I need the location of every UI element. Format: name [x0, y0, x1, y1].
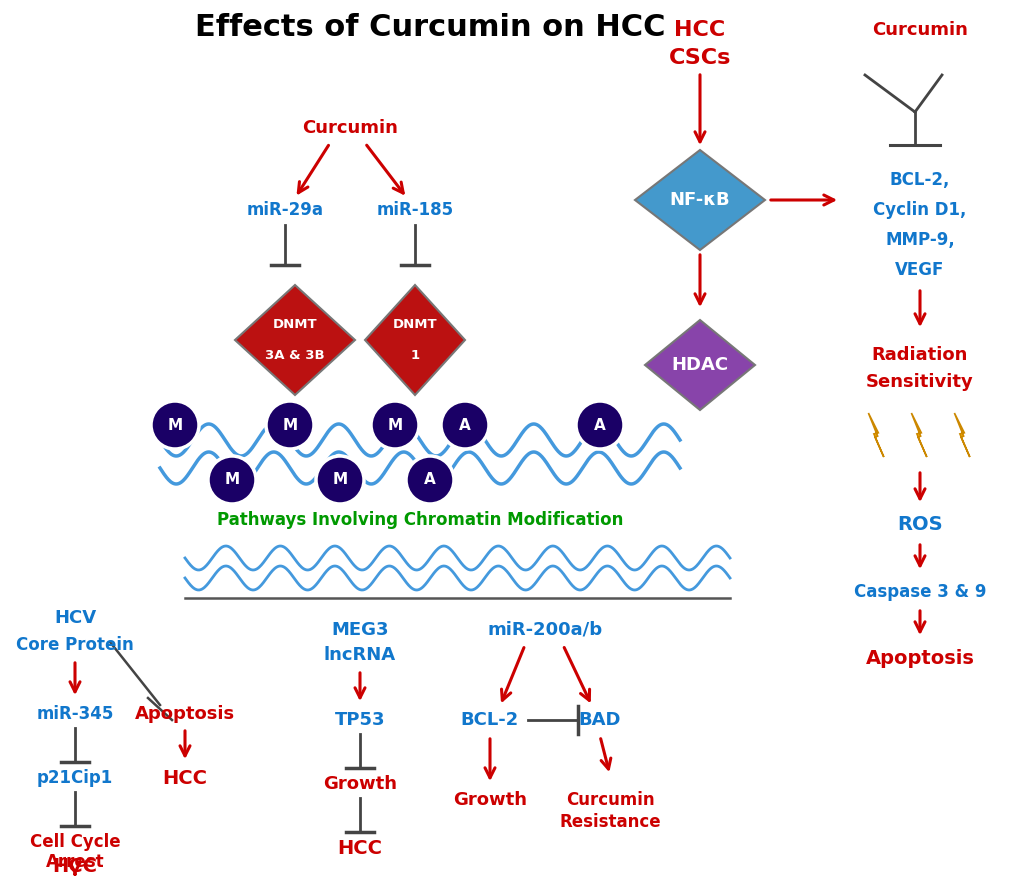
Circle shape — [406, 456, 453, 504]
Text: HCC: HCC — [162, 768, 207, 788]
Text: VEGF: VEGF — [895, 261, 944, 279]
Text: miR-29a: miR-29a — [247, 201, 323, 219]
Text: NF-κB: NF-κB — [669, 191, 730, 209]
Text: Curcumin: Curcumin — [871, 21, 967, 39]
Text: MMP-9,: MMP-9, — [884, 231, 954, 249]
Circle shape — [576, 401, 624, 449]
Text: miR-345: miR-345 — [37, 705, 113, 723]
Text: HCC: HCC — [674, 20, 725, 40]
Text: M: M — [332, 473, 347, 488]
Text: HDAC: HDAC — [671, 356, 728, 374]
Text: M: M — [387, 417, 403, 433]
Text: M: M — [282, 417, 298, 433]
Polygon shape — [644, 320, 754, 410]
Text: p21Cip1: p21Cip1 — [37, 769, 113, 787]
Text: Arrest: Arrest — [46, 853, 104, 871]
Text: Cyclin D1,: Cyclin D1, — [872, 201, 966, 219]
Text: A: A — [424, 473, 435, 488]
Text: Caspase 3 & 9: Caspase 3 & 9 — [853, 583, 985, 601]
Text: CSCs: CSCs — [668, 48, 731, 68]
Text: 1: 1 — [410, 349, 419, 362]
Text: Growth: Growth — [323, 775, 396, 793]
Text: BCL-2: BCL-2 — [461, 711, 519, 729]
Circle shape — [316, 456, 364, 504]
Text: HCC: HCC — [337, 838, 382, 857]
Text: Curcumin: Curcumin — [302, 119, 397, 137]
Text: Sensitivity: Sensitivity — [865, 373, 973, 391]
Text: HCV: HCV — [54, 609, 96, 627]
Text: A: A — [593, 417, 605, 433]
Polygon shape — [867, 413, 882, 457]
Text: A: A — [459, 417, 471, 433]
Circle shape — [371, 401, 419, 449]
Polygon shape — [911, 413, 926, 457]
Text: Cell Cycle: Cell Cycle — [30, 833, 120, 851]
Text: DNMT: DNMT — [392, 318, 437, 331]
Text: BAD: BAD — [578, 711, 621, 729]
Text: HCC: HCC — [52, 857, 98, 876]
Polygon shape — [365, 285, 465, 395]
Text: Apoptosis: Apoptosis — [135, 705, 234, 723]
Circle shape — [208, 456, 256, 504]
Text: 3A & 3B: 3A & 3B — [265, 349, 324, 362]
Circle shape — [266, 401, 314, 449]
Text: miR-200a/b: miR-200a/b — [487, 621, 602, 639]
Text: Growth: Growth — [452, 791, 527, 809]
Text: DNMT: DNMT — [272, 318, 317, 331]
Text: Apoptosis: Apoptosis — [865, 649, 973, 668]
Text: Resistance: Resistance — [558, 813, 660, 831]
Polygon shape — [954, 413, 969, 457]
Text: Pathways Involving Chromatin Modification: Pathways Involving Chromatin Modificatio… — [217, 511, 623, 529]
Text: Radiation: Radiation — [871, 346, 967, 364]
Text: Curcumin: Curcumin — [566, 791, 653, 809]
Text: M: M — [167, 417, 182, 433]
Text: M: M — [224, 473, 239, 488]
Text: Core Protein: Core Protein — [16, 636, 133, 654]
Text: MEG3: MEG3 — [331, 621, 388, 639]
Text: lncRNA: lncRNA — [324, 646, 395, 664]
Text: miR-185: miR-185 — [376, 201, 453, 219]
Circle shape — [151, 401, 199, 449]
Text: ROS: ROS — [897, 515, 942, 535]
Text: BCL-2,: BCL-2, — [889, 171, 950, 189]
Text: Effects of Curcumin on HCC: Effects of Curcumin on HCC — [195, 13, 664, 43]
Circle shape — [440, 401, 488, 449]
Polygon shape — [234, 285, 355, 395]
Polygon shape — [635, 150, 764, 250]
Text: TP53: TP53 — [334, 711, 385, 729]
